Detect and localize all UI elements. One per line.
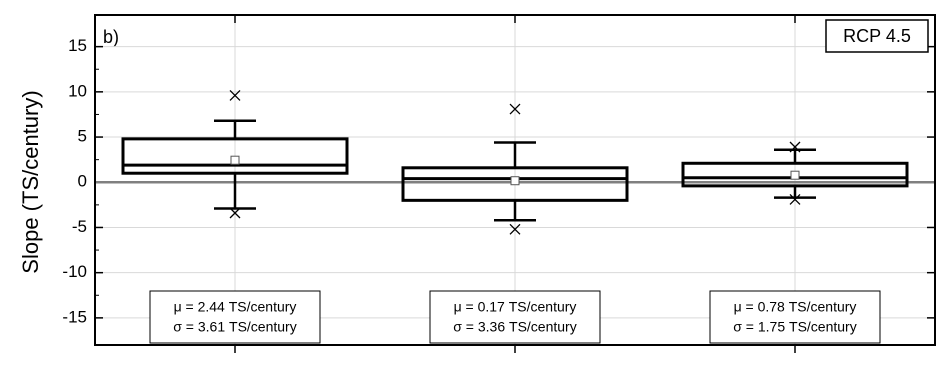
- annotation-text: μ = 0.78 TS/century: [734, 299, 857, 315]
- mean-marker: [510, 176, 520, 186]
- y-tick-label: 10: [68, 81, 87, 100]
- legend-box: [825, 19, 929, 53]
- annotation-box: [709, 290, 881, 344]
- plot-frame: [94, 14, 936, 346]
- y-tick-label: 5: [78, 127, 87, 146]
- annotation-text: σ = 1.75 TS/century: [733, 319, 856, 335]
- mean-marker: [790, 170, 800, 180]
- outlier: [789, 141, 801, 153]
- annotation-text: σ = 3.61 TS/century: [173, 319, 296, 335]
- y-tick-label: 0: [78, 172, 87, 191]
- annotation-text: μ = 0.17 TS/century: [454, 299, 577, 315]
- box: [681, 161, 909, 188]
- annotation-box: [149, 290, 321, 344]
- y-tick-label: -15: [62, 307, 87, 326]
- annotation-box: [429, 290, 601, 344]
- y-tick-label: -10: [62, 262, 87, 281]
- panel-label: b): [103, 27, 119, 47]
- legend-label: RCP 4.5: [843, 26, 911, 46]
- outlier: [229, 90, 241, 101]
- mean-marker: [230, 155, 240, 165]
- box: [401, 166, 629, 202]
- y-axis-label: Slope (TS/century): [18, 90, 43, 273]
- y-tick-label: -5: [72, 217, 87, 236]
- outlier: [509, 103, 521, 115]
- outlier: [789, 193, 801, 205]
- outlier: [229, 207, 241, 219]
- y-tick-label: 15: [68, 36, 87, 55]
- box: [121, 137, 349, 175]
- annotation-text: σ = 3.36 TS/century: [453, 319, 576, 335]
- annotation-text: μ = 2.44 TS/century: [174, 299, 297, 315]
- outlier: [509, 223, 521, 235]
